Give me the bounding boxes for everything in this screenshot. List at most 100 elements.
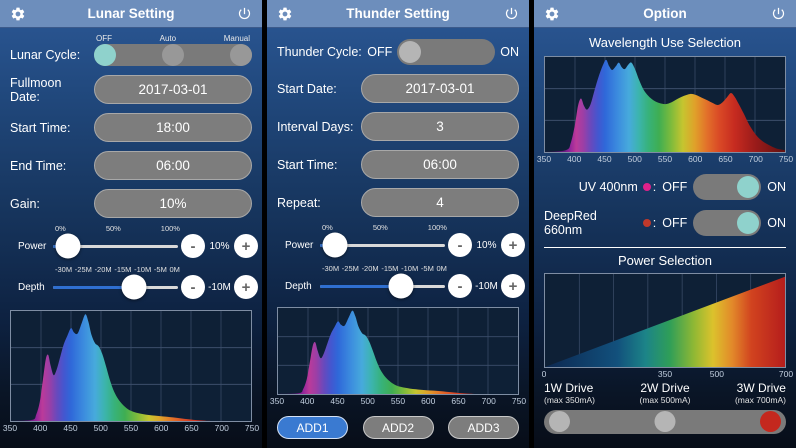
tick-label: 100% (427, 223, 447, 232)
axis-tick-label: 750 (778, 154, 794, 164)
section-divider (544, 247, 786, 248)
drive-labels-row: 1W Drive (max 350mA) 2W Drive (max 500mA… (544, 381, 786, 406)
drive-name: 1W Drive (544, 381, 594, 395)
start-date-row: Start Date: 2017-03-01 (277, 74, 519, 103)
page-title: Lunar Setting (87, 6, 175, 21)
power-slider-track[interactable] (53, 233, 178, 259)
power-icon[interactable] (235, 5, 253, 23)
spectrum-x-axis: 350 400 450 500 550 600 650 700 750 (270, 395, 526, 406)
axis-tick-label: 600 (154, 423, 169, 433)
tick-label: 50% (372, 223, 388, 232)
tick-label: -30M (322, 264, 340, 273)
wavelength-spectrum-chart: 350 400 450 500 550 600 650 700 750 (537, 56, 793, 164)
drive-2w-label: 2W Drive (max 500mA) (639, 381, 690, 406)
axis-tick-label: 600 (421, 396, 436, 406)
power-slider-knob[interactable] (55, 233, 81, 259)
spectrum-plot (10, 310, 252, 422)
drive-1w-knob[interactable] (549, 411, 570, 433)
depth-minus-button[interactable]: - (448, 274, 472, 298)
drive-selector[interactable] (544, 409, 786, 434)
toggle-knob[interactable] (399, 40, 422, 63)
depth-slider-block: -30M -25M -20M -15M -10M -5M 0M Depth - … (10, 265, 258, 300)
deepred-toggle[interactable] (693, 210, 762, 236)
power-ramp-x-axis: 0 350 500 700 (542, 368, 793, 379)
end-time-field[interactable]: 06:00 (94, 151, 252, 180)
thunder-cycle-toggle[interactable] (397, 38, 496, 65)
cycle-knob-auto[interactable] (162, 44, 184, 66)
add3-button[interactable]: ADD3 (448, 416, 519, 439)
uv-toggle[interactable] (693, 174, 762, 200)
gain-field[interactable]: 10% (94, 189, 252, 218)
depth-slider-track[interactable] (320, 273, 445, 299)
power-plus-button[interactable]: + (234, 234, 258, 258)
tick-label: -10M (134, 265, 152, 274)
thunder-cycle-label: Thunder Cycle: (277, 44, 362, 59)
axis-tick-label: 500 (709, 369, 724, 379)
drive-name: 3W Drive (736, 381, 786, 395)
drive-max: (max 350mA) (544, 395, 596, 406)
power-slider-ticks: 0% 50% 100% (322, 223, 447, 232)
wavelength-section-title: Wavelength Use Selection (589, 35, 741, 50)
power-minus-button[interactable]: - (181, 234, 205, 258)
depth-slider-knob[interactable] (121, 274, 147, 300)
uv-toggle-row: UV 400nm : OFF ON (544, 174, 786, 200)
deepred-off-label: OFF (662, 216, 688, 230)
depth-minus-button[interactable]: - (181, 275, 205, 299)
power-icon[interactable] (502, 5, 520, 23)
axis-tick-label: 550 (390, 396, 406, 406)
depth-plus-button[interactable]: + (234, 275, 258, 299)
power-value: 10% (476, 239, 497, 251)
drive-max: (max 500mA) (639, 395, 691, 406)
power-minus-button[interactable]: - (448, 233, 472, 257)
fullmoon-date-field[interactable]: 2017-03-01 (94, 75, 252, 104)
spectrum-plot (544, 56, 786, 153)
depth-value: -10M (475, 280, 498, 292)
cycle-knob-off[interactable] (94, 44, 116, 66)
depth-value: -10M (208, 281, 231, 293)
depth-slider-track[interactable] (53, 274, 178, 300)
cycle-knob-manual[interactable] (230, 44, 252, 66)
tick-label: -10M (401, 264, 419, 273)
start-date-field[interactable]: 2017-03-01 (361, 74, 519, 103)
power-section-title: Power Selection (618, 253, 712, 268)
gear-icon[interactable] (9, 5, 27, 23)
deepred-on-label: ON (767, 216, 786, 230)
power-slider-label: Power (285, 239, 314, 251)
start-time-field[interactable]: 18:00 (94, 113, 252, 142)
lunar-setting-panel: Lunar Setting Lunar Cycle: OFF Auto Manu… (0, 0, 262, 448)
axis-tick-label: 450 (597, 154, 612, 164)
thunder-spectrum-chart: 350 400 450 500 550 600 650 700 750 (270, 307, 526, 406)
tick-label: -30M (55, 265, 73, 274)
power-slider-knob[interactable] (322, 232, 348, 258)
drive-3w-label: 3W Drive (max 700mA) (735, 381, 786, 406)
depth-slider-ticks: -30M -25M -20M -15M -10M -5M 0M (55, 265, 180, 274)
depth-plus-button[interactable]: + (501, 274, 525, 298)
power-plus-button[interactable]: + (501, 233, 525, 257)
tick-label: -5M (420, 264, 434, 273)
start-time-field[interactable]: 06:00 (361, 150, 519, 179)
interval-days-field[interactable]: 3 (361, 112, 519, 141)
power-icon[interactable] (769, 5, 787, 23)
add2-button[interactable]: ADD2 (362, 416, 434, 439)
gear-icon[interactable] (276, 5, 294, 23)
depth-slider-fill (53, 285, 135, 289)
depth-slider-knob[interactable] (388, 273, 414, 299)
gear-icon[interactable] (543, 5, 561, 23)
tick-label: 100% (160, 224, 180, 233)
drive-2w-knob[interactable] (654, 411, 676, 433)
cycle-selector-track[interactable] (94, 44, 252, 66)
axis-tick-label: 750 (244, 423, 260, 433)
power-slider-track[interactable] (320, 232, 445, 258)
toggle-knob[interactable] (737, 176, 760, 198)
uv-color-dot (642, 183, 651, 191)
drive-3w-knob-selected[interactable] (760, 411, 781, 433)
power-value: 10% (209, 240, 230, 252)
fullmoon-date-label: Fullmoon Date: (10, 75, 62, 104)
add1-button[interactable]: ADD1 (277, 416, 348, 439)
tick-label: 0% (55, 224, 66, 233)
axis-tick-label: 550 (657, 154, 673, 164)
lunar-cycle-selector[interactable]: OFF Auto Manual (94, 34, 252, 66)
power-slider-label: Power (18, 240, 47, 252)
repeat-field[interactable]: 4 (361, 188, 519, 217)
toggle-knob[interactable] (737, 212, 760, 234)
